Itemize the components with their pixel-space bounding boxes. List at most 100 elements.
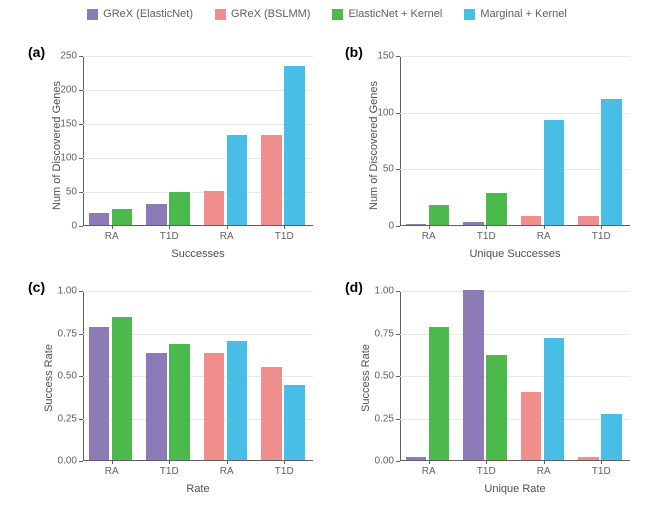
x-axis-label: Successes xyxy=(83,248,313,260)
bars xyxy=(400,291,630,460)
x-tick-mark xyxy=(227,225,228,229)
swatch-icon xyxy=(464,9,475,20)
x-tick-mark xyxy=(544,460,545,464)
plot-area: 050100150RAT1DRAT1D xyxy=(400,56,630,226)
y-tick-mark xyxy=(79,461,83,462)
y-tick-label: 0.25 xyxy=(375,413,394,424)
bars xyxy=(83,56,313,225)
swatch-icon xyxy=(87,9,98,20)
panel-label: (c) xyxy=(28,279,45,295)
x-tick-mark xyxy=(486,460,487,464)
bar xyxy=(601,99,622,225)
bar xyxy=(578,216,599,225)
bar xyxy=(169,344,190,460)
legend-item-elasticnet-kernel: ElasticNet + Kernel xyxy=(332,8,442,20)
legend-label: Marginal + Kernel xyxy=(480,8,567,20)
x-tick-label: RA xyxy=(422,231,436,242)
x-tick-label: T1D xyxy=(592,231,611,242)
panel-label: (b) xyxy=(345,44,363,60)
y-axis-label: Num of Discovered Genes xyxy=(51,72,63,210)
bar xyxy=(544,120,565,225)
legend-label: GReX (ElasticNet) xyxy=(103,8,193,20)
bar xyxy=(429,327,450,460)
x-tick-mark xyxy=(112,460,113,464)
legend-item-grex-elasticnet: GReX (ElasticNet) xyxy=(87,8,193,20)
x-tick-label: RA xyxy=(537,466,551,477)
panel-label: (a) xyxy=(28,44,45,60)
swatch-icon xyxy=(332,9,343,20)
plot-area: 0.000.250.500.751.00RAT1DRAT1D xyxy=(83,291,313,461)
panel-a: (a) 050100150200250RAT1DRAT1D Num of Disco… xyxy=(28,36,333,271)
y-tick-label: 0 xyxy=(71,221,77,232)
panel-d: (d)0.000.250.500.751.00RAT1DRAT1DSuccess… xyxy=(345,271,650,506)
panel-c: (c) 0.000.250.500.751.00RAT1DRAT1D Success… xyxy=(28,271,333,506)
x-tick-mark xyxy=(486,225,487,229)
bars xyxy=(83,291,313,460)
bar xyxy=(112,209,133,225)
y-tick-label: 0.50 xyxy=(58,371,77,382)
bar xyxy=(146,204,167,225)
x-tick-mark xyxy=(429,460,430,464)
y-tick-label: 50 xyxy=(66,187,77,198)
y-tick-mark xyxy=(396,461,400,462)
x-tick-label: T1D xyxy=(160,231,179,242)
bar xyxy=(544,338,565,460)
bar xyxy=(486,355,507,460)
y-tick-label: 0.00 xyxy=(58,456,77,467)
bar xyxy=(89,327,110,460)
legend-item-grex-bslmm: GReX (BSLMM) xyxy=(215,8,310,20)
y-tick-label: 50 xyxy=(383,164,394,175)
bar xyxy=(204,191,225,225)
plot-area: 050100150200250RAT1DRAT1D xyxy=(83,56,313,226)
x-tick-mark xyxy=(544,225,545,229)
bar xyxy=(521,216,542,225)
x-tick-label: T1D xyxy=(477,466,496,477)
bar xyxy=(463,290,484,460)
y-tick-label: 0.50 xyxy=(375,371,394,382)
bar xyxy=(284,66,305,225)
y-tick-label: 1.00 xyxy=(58,286,77,297)
x-tick-mark xyxy=(284,460,285,464)
y-tick-label: 250 xyxy=(60,51,77,62)
bar xyxy=(521,392,542,460)
x-tick-label: T1D xyxy=(275,466,294,477)
bar xyxy=(261,367,282,461)
x-tick-label: RA xyxy=(422,466,436,477)
x-tick-label: RA xyxy=(220,466,234,477)
plot-area: 0.000.250.500.751.00RAT1DRAT1D xyxy=(400,291,630,461)
x-tick-label: T1D xyxy=(592,466,611,477)
x-tick-mark xyxy=(601,225,602,229)
bar xyxy=(486,193,507,225)
x-tick-mark xyxy=(169,225,170,229)
y-tick-label: 0.75 xyxy=(375,328,394,339)
x-tick-mark xyxy=(112,225,113,229)
bar xyxy=(227,341,248,460)
y-tick-label: 0 xyxy=(388,221,394,232)
x-axis-label: Rate xyxy=(83,483,313,495)
x-tick-label: RA xyxy=(105,466,119,477)
y-tick-label: 0.00 xyxy=(375,456,394,467)
y-tick-label: 1.00 xyxy=(375,286,394,297)
bar xyxy=(146,353,167,460)
y-tick-label: 0.75 xyxy=(58,328,77,339)
bar xyxy=(406,224,427,225)
x-tick-mark xyxy=(284,225,285,229)
x-tick-label: T1D xyxy=(275,231,294,242)
legend: GReX (ElasticNet) GReX (BSLMM) ElasticNe… xyxy=(0,8,654,20)
x-tick-label: T1D xyxy=(160,466,179,477)
x-axis-label: Unique Successes xyxy=(400,248,630,260)
y-axis-label: Success Rate xyxy=(43,340,55,412)
x-tick-label: RA xyxy=(537,231,551,242)
bar xyxy=(429,205,450,225)
legend-label: GReX (BSLMM) xyxy=(231,8,310,20)
bar xyxy=(169,192,190,225)
x-tick-mark xyxy=(601,460,602,464)
y-axis-label: Num of Discovered Genes xyxy=(368,72,380,210)
y-tick-mark xyxy=(396,226,400,227)
panel-label: (d) xyxy=(345,279,363,295)
legend-label: ElasticNet + Kernel xyxy=(348,8,442,20)
bar xyxy=(112,317,133,460)
bar xyxy=(227,135,248,225)
x-axis-label: Unique Rate xyxy=(400,483,630,495)
bar xyxy=(463,222,484,225)
